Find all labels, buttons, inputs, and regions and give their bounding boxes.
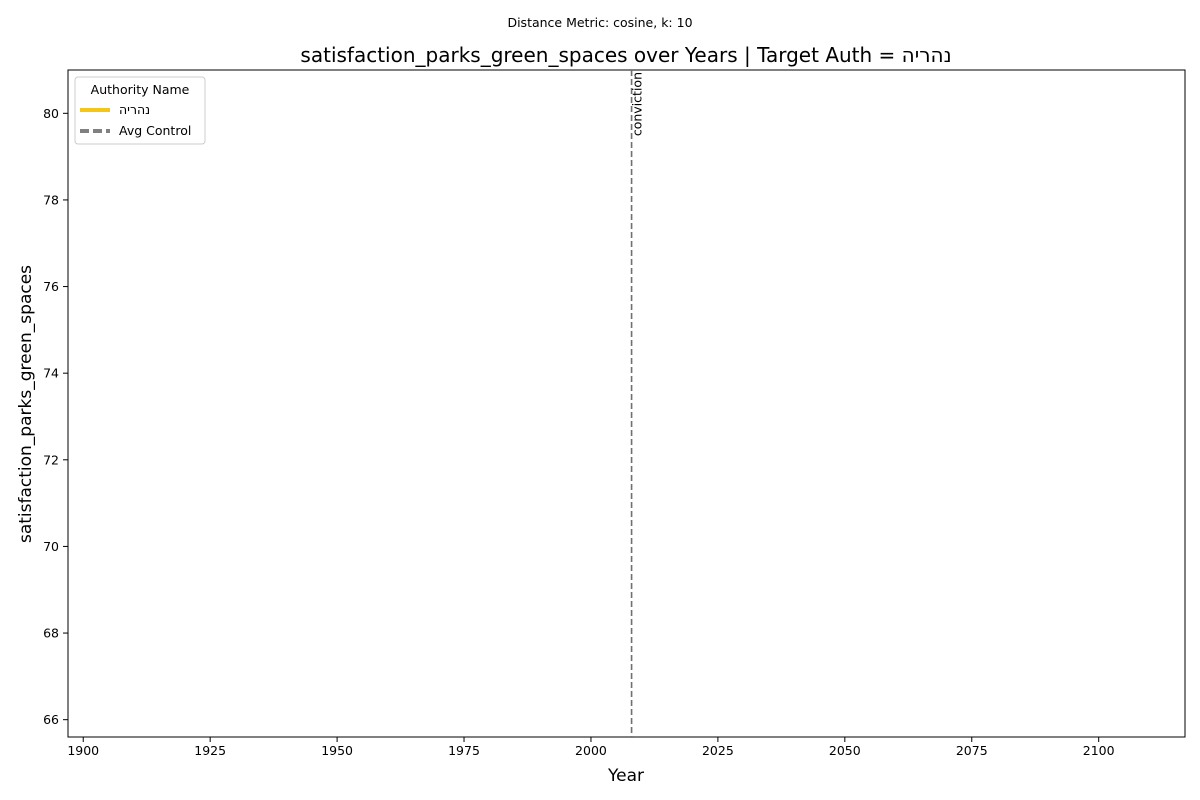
y-axis-ticks: 66 68 70 72 74 76 78 80 [43,106,68,727]
y-tick-label: 66 [43,712,59,727]
y-tick-label: 80 [43,106,59,121]
x-tick-label: 1975 [448,743,480,758]
x-tick-label: 2000 [575,743,607,758]
y-tick-label: 70 [43,539,59,554]
x-tick-label: 1950 [321,743,353,758]
x-axis-label: Year [607,766,644,786]
y-tick-label: 74 [43,366,59,381]
legend-entry-control: Avg Control [119,123,191,138]
legend-box [74,76,206,145]
annotation-label: conviction [630,72,645,136]
y-axis-label: satisfaction_parks_green_spaces [16,265,36,543]
x-tick-label: 1925 [194,743,226,758]
legend-title: Authority Name [91,82,190,97]
x-axis-ticks: 1900 1925 1950 1975 2000 2025 2050 2075 2100 [67,737,1115,758]
x-tick-label: 1900 [67,743,99,758]
x-tick-label: 2025 [702,743,734,758]
x-tick-label: 2075 [956,743,988,758]
legend-entry-target: נהריה [119,102,150,117]
chart-title: satisfaction_parks_green_spaces over Yea… [300,43,951,67]
legend: Authority Name נהריה Avg Control [74,76,206,145]
x-tick-label: 2100 [1083,743,1115,758]
y-tick-label: 76 [43,279,59,294]
y-tick-label: 72 [43,452,59,467]
axes-frame [67,69,1186,738]
annotation-layer: conviction [630,70,645,737]
plot-area: 1900 1925 1950 1975 2000 2025 2050 2075 2100 666… [43,69,1186,758]
y-tick-label: 68 [43,626,59,641]
y-tick-label: 78 [43,192,59,207]
x-tick-label: 2050 [829,743,861,758]
chart-suptitle: Distance Metric: cosine, k: 10 [507,15,692,30]
